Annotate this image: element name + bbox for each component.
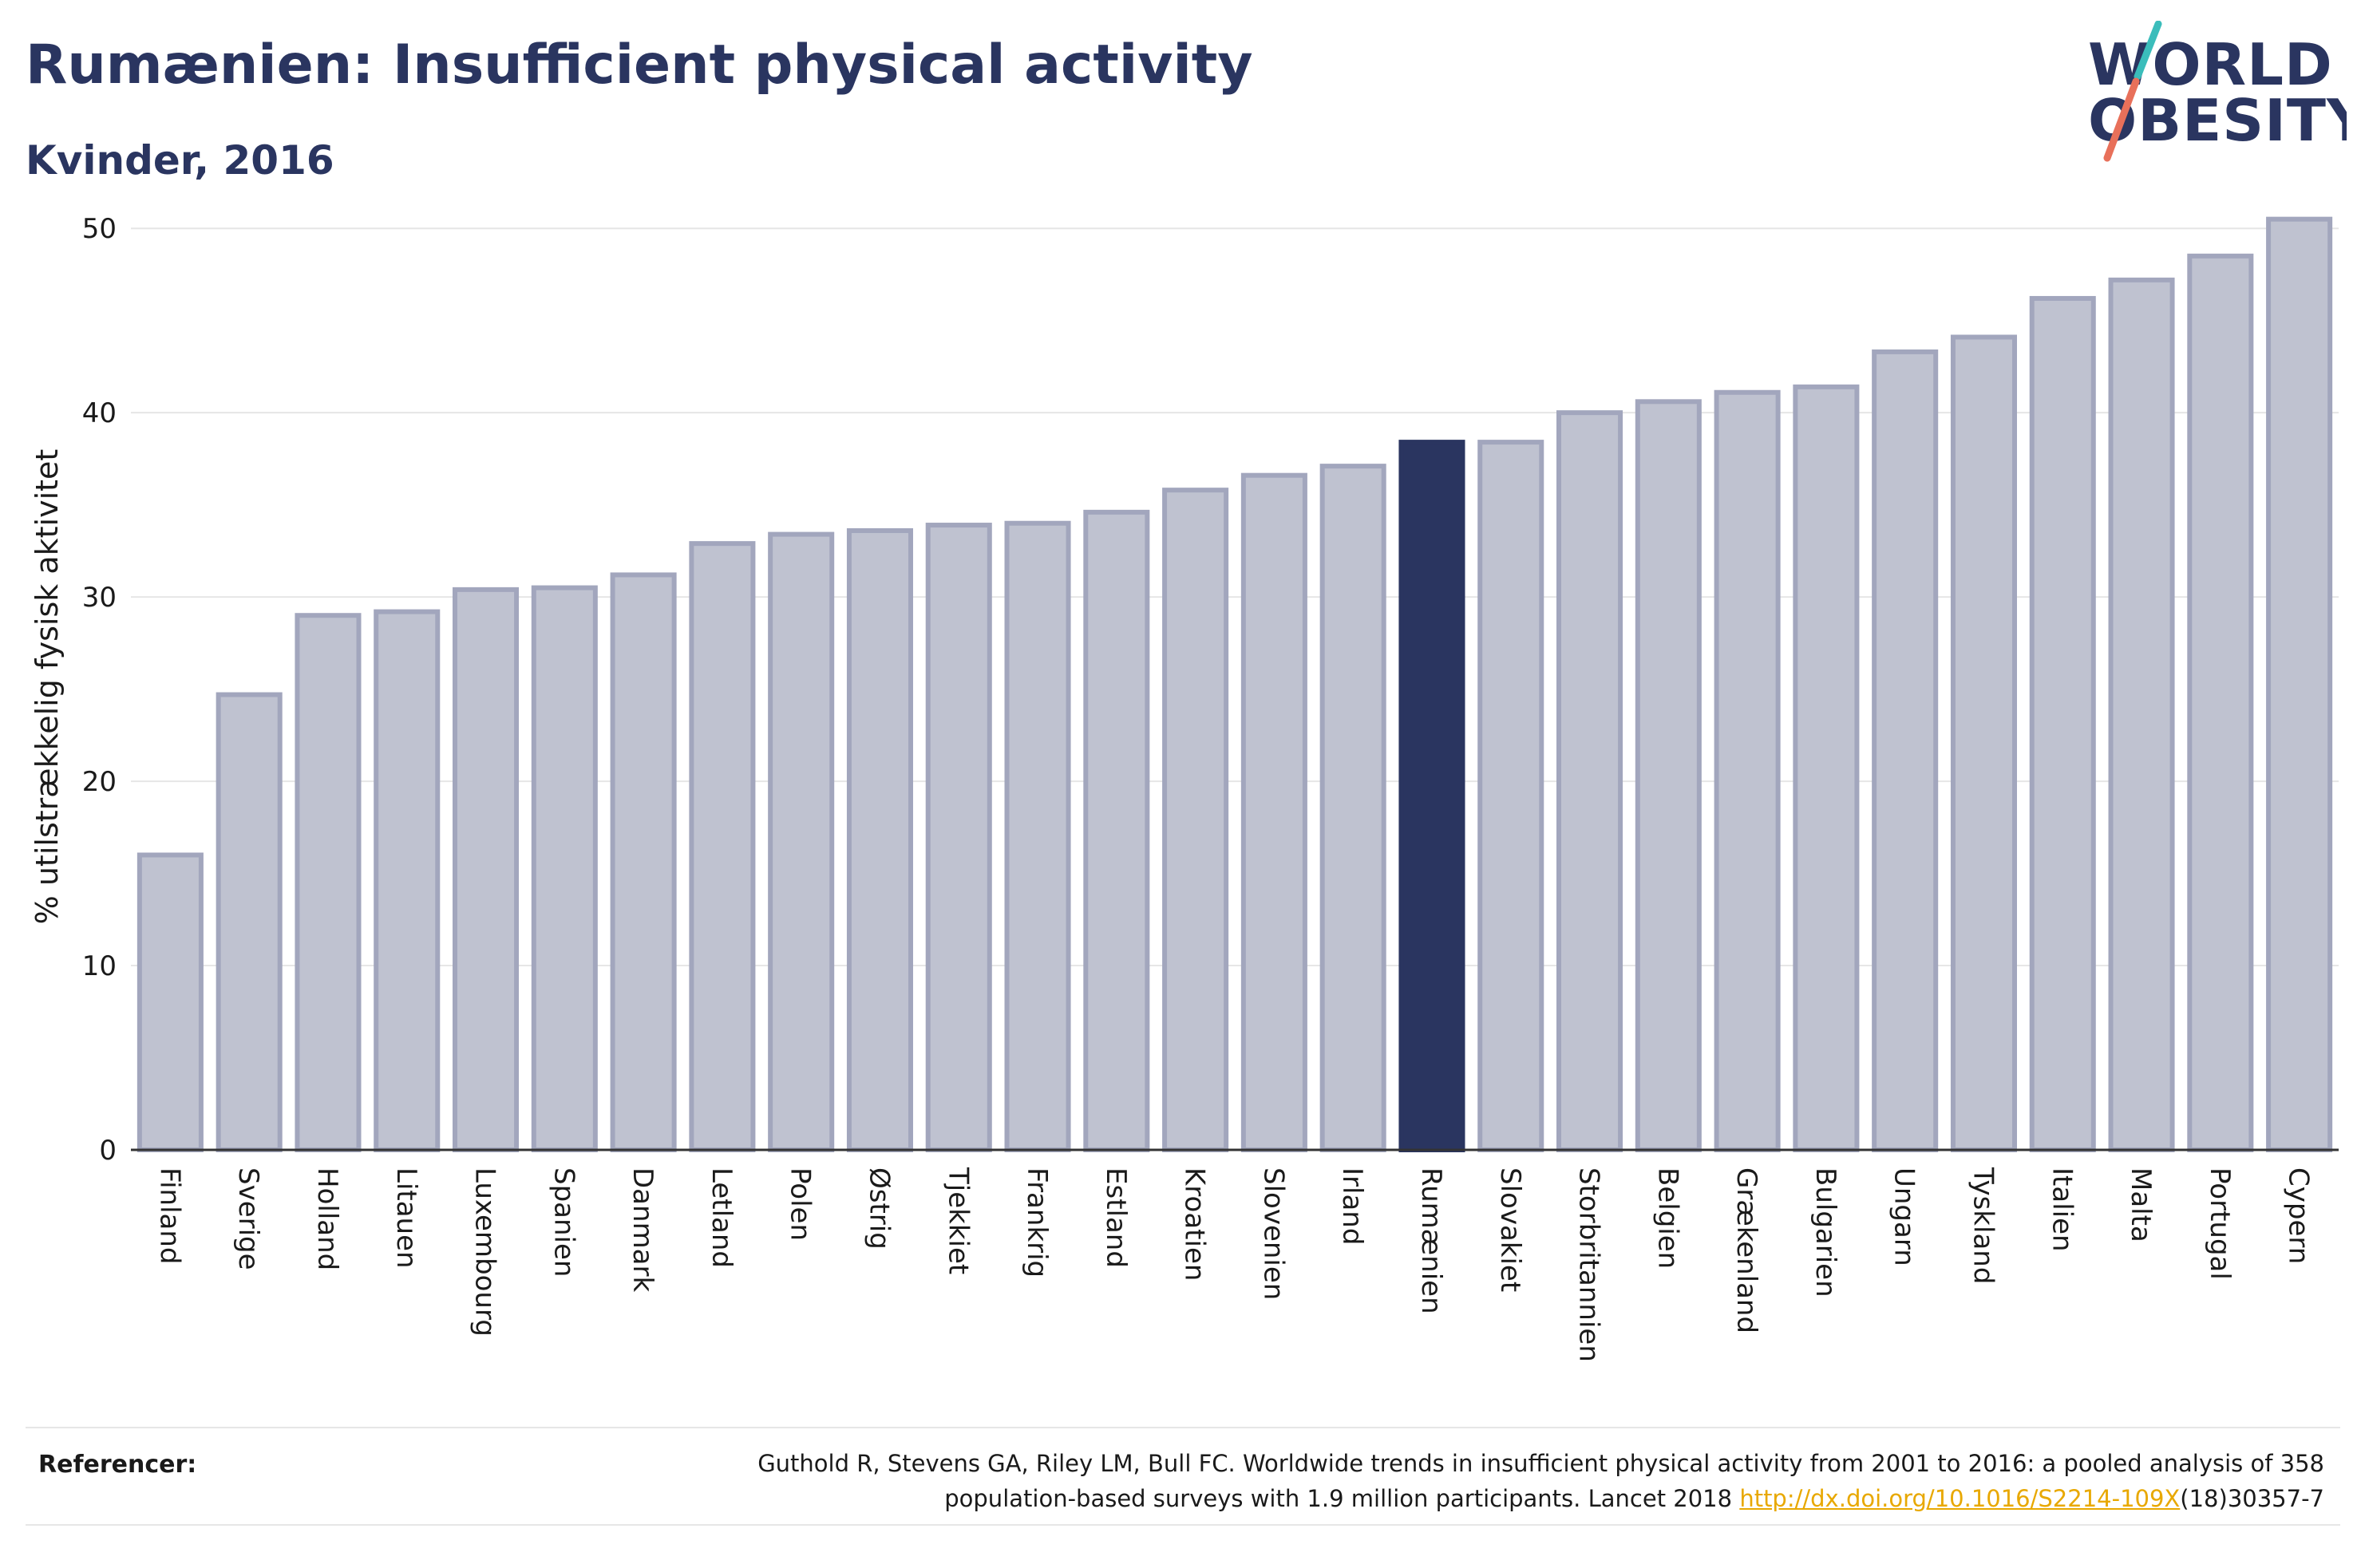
bar-østrig <box>846 527 913 1152</box>
x-tick-label-grækenland: Grækenland <box>1730 1167 1762 1333</box>
bar-tyskland <box>1950 334 2017 1153</box>
references-line-2: population-based surveys with 1.9 millio… <box>568 1481 2324 1516</box>
x-tick-label-polen: Polen <box>785 1167 817 1241</box>
x-tick-label-malta: Malta <box>2125 1167 2157 1242</box>
bar-danmark <box>610 572 677 1152</box>
x-tick-label-italien: Italien <box>2046 1167 2078 1252</box>
bar-italien <box>2029 295 2096 1153</box>
references-text: Guthold R, Stevens GA, Riley LM, Bull FC… <box>568 1446 2324 1516</box>
bar-finland <box>136 852 204 1152</box>
y-tick-label-30: 30 <box>82 582 117 614</box>
bar-sverige <box>216 692 283 1152</box>
chart-title: Rumænien: Insufficient physical activity <box>26 34 1253 97</box>
bar-slovenien <box>1240 472 1307 1152</box>
bar-bulgarien <box>1793 384 1860 1153</box>
bar-ungarn <box>1872 349 1939 1152</box>
references-label: Referencer: <box>38 1451 197 1479</box>
references-divider-bottom <box>26 1524 2340 1526</box>
x-tick-label-østrig: Østrig <box>863 1167 895 1250</box>
logo-slash-teal <box>2134 21 2162 81</box>
bar-malta <box>2108 277 2175 1152</box>
x-tick-label-tyskland: Tyskland <box>1967 1167 1999 1284</box>
bar-portugal <box>2187 253 2254 1152</box>
y-tick-label-0: 0 <box>99 1135 117 1167</box>
x-tick-label-spanien: Spanien <box>548 1167 579 1277</box>
bar-tjekkiet <box>925 523 992 1152</box>
references-doi-link[interactable]: http://dx.doi.org/10.1016/S2214-109X <box>1739 1485 2181 1512</box>
x-tick-label-storbritannien: Storbritannien <box>1573 1167 1605 1362</box>
x-tick-label-ungarn: Ungarn <box>1888 1167 1920 1266</box>
bar-irland <box>1319 464 1386 1152</box>
x-tick-label-letland: Letland <box>706 1167 738 1268</box>
x-tick-label-portugal: Portugal <box>2204 1167 2236 1280</box>
x-tick-label-finland: Finland <box>153 1167 185 1265</box>
x-tick-label-belgien: Belgien <box>1651 1167 1683 1269</box>
x-tick-label-cypern: Cypern <box>2283 1167 2315 1264</box>
bar-slovakiet <box>1477 440 1544 1152</box>
bar-cypern <box>2266 216 2333 1152</box>
bar-litauen <box>374 609 441 1152</box>
x-tick-label-kroatien: Kroatien <box>1179 1167 1211 1281</box>
y-tick-label-20: 20 <box>82 766 117 798</box>
x-tick-label-slovakiet: Slovakiet <box>1494 1167 1526 1292</box>
y-tick-label-10: 10 <box>82 950 117 982</box>
x-tick-label-slovenien: Slovenien <box>1257 1167 1289 1300</box>
references-line-2-pre: population-based surveys with 1.9 millio… <box>944 1485 1740 1512</box>
bar-estland <box>1083 509 1150 1152</box>
world-obesity-logo: WORLD OBESITY <box>2088 21 2347 162</box>
y-axis-ticks: 0 10 20 30 40 50 <box>82 213 117 1167</box>
bar-rumænien <box>1398 440 1465 1152</box>
x-tick-label-frankrig: Frankrig <box>1021 1167 1053 1278</box>
x-tick-label-bulgarien: Bulgarien <box>1809 1167 1841 1297</box>
x-tick-label-luxembourg: Luxembourg <box>469 1167 501 1337</box>
x-tick-label-litauen: Litauen <box>390 1167 422 1269</box>
x-tick-label-danmark: Danmark <box>627 1167 658 1292</box>
bar-luxembourg <box>453 587 520 1152</box>
bar-belgien <box>1635 399 1702 1152</box>
x-tick-label-irland: Irland <box>1336 1167 1368 1245</box>
references-divider-top <box>26 1427 2340 1428</box>
bar-storbritannien <box>1556 410 1623 1152</box>
y-axis-title: % utilstrækkelig fysisk aktivitet <box>30 449 65 925</box>
bar-frankrig <box>1004 520 1071 1152</box>
x-tick-label-estland: Estland <box>1100 1167 1132 1268</box>
references-line-2-post: (18)30357-7 <box>2180 1485 2324 1512</box>
chart-subtitle: Kvinder, 2016 <box>26 137 334 184</box>
bar-grækenland <box>1714 389 1781 1153</box>
x-tick-label-rumænien: Rumænien <box>1415 1167 1447 1314</box>
y-tick-label-50: 50 <box>82 213 117 245</box>
references-line-1: Guthold R, Stevens GA, Riley LM, Bull FC… <box>757 1450 2324 1477</box>
logo-word-world: WORLD <box>2088 31 2333 98</box>
bar-polen <box>768 531 835 1152</box>
y-tick-label-40: 40 <box>82 397 117 429</box>
x-tick-label-sverige: Sverige <box>232 1167 264 1270</box>
bar-holland <box>295 613 362 1152</box>
bar-kroatien <box>1162 488 1229 1152</box>
bar-spanien <box>531 585 598 1152</box>
logo-slash-coral <box>2103 77 2140 162</box>
bars <box>136 216 2333 1153</box>
bar-letland <box>689 541 756 1152</box>
x-tick-label-tjekkiet: Tjekkiet <box>942 1167 974 1274</box>
x-tick-label-holland: Holland <box>311 1167 343 1270</box>
x-axis-labels: Finland Sverige Holland Litauen Luxembourg Sp… <box>153 1167 2314 1362</box>
